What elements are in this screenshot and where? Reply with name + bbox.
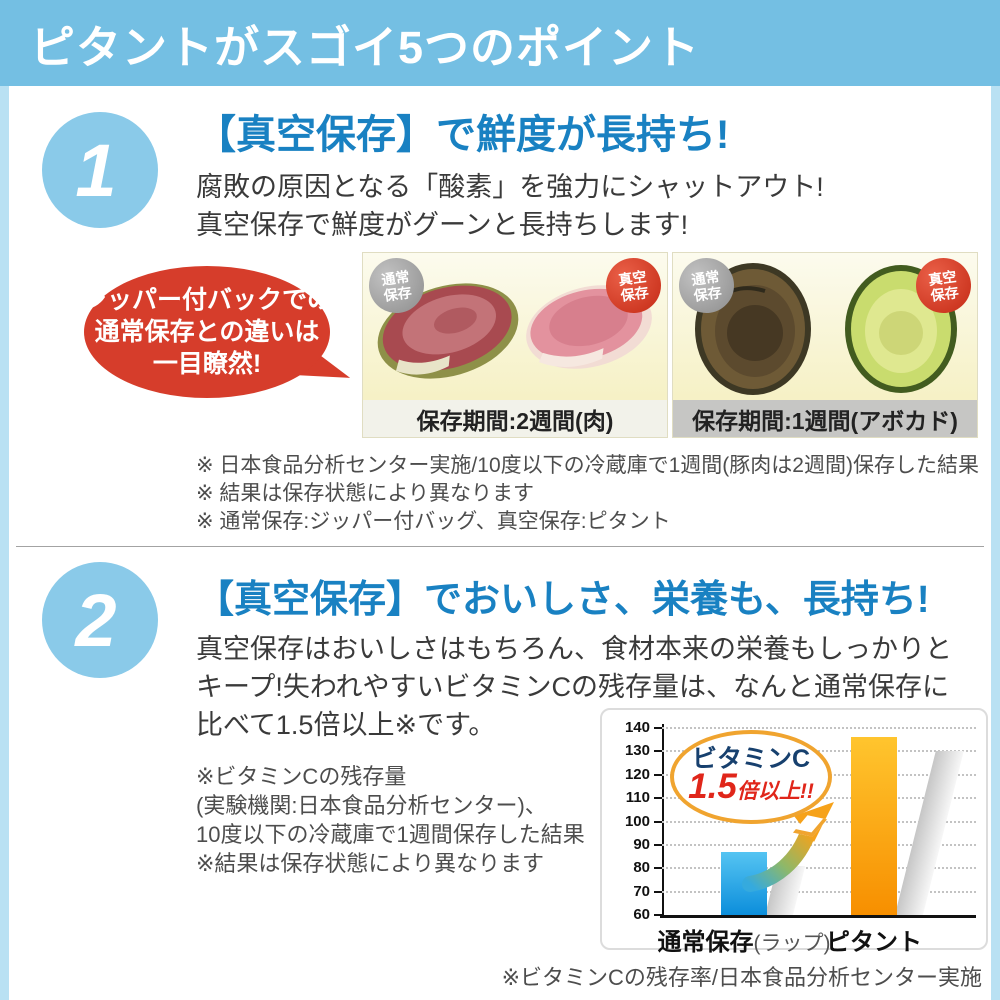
point2-body: 真空保存はおいしさはもちろん、食材本来の栄養もしっかりと キープ!失われやすいビ… [196, 630, 952, 744]
x-category-label: 通常保存(ラップ) [639, 922, 849, 957]
y-tick-mark [654, 773, 663, 776]
chart-footnote: ※ビタミンCの残存率/日本食品分析センター実施 [501, 965, 982, 990]
y-tick-label: 130 [624, 742, 650, 760]
y-tick-label: 120 [624, 765, 650, 783]
y-tick-mark [654, 820, 663, 823]
y-tick-mark [654, 890, 663, 893]
point2-number-badge: 2 [42, 562, 158, 678]
annotation-line1: ビタミンC [691, 744, 811, 773]
point1-body: 腐敗の原因となる「酸素」を強力にシャットアウト! 真空保存で鮮度がグーンと長持ち… [196, 168, 824, 244]
x-axis [660, 915, 976, 918]
y-tick-mark [654, 797, 663, 800]
x-category-label: ピタント [769, 922, 979, 957]
y-tick-label: 110 [625, 789, 650, 807]
point1-notes: ※ 日本食品分析センター実施/10度以下の冷蔵庫で1週間(豚肉は2週間)保存した… [196, 452, 979, 536]
gridline [662, 890, 976, 893]
annotation-line2: 1.5倍以上!! [688, 769, 814, 809]
y-tick-mark [654, 750, 663, 753]
gridline [662, 867, 976, 870]
point1-number-badge: 1 [42, 112, 158, 228]
header-banner: ピタントがスゴイ5つのポイント [0, 0, 1000, 86]
y-tick-label: 90 [633, 835, 650, 853]
meat-caption: 保存期間:2週間(肉) [363, 400, 667, 437]
note-line: ※ 日本食品分析センター実施/10度以下の冷蔵庫で1週間(豚肉は2週間)保存した… [196, 454, 979, 477]
y-tick-label: 100 [624, 812, 650, 830]
speech-bubble: ジッパー付バックでの 通常保存との違いは 一目瞭然! [82, 266, 333, 398]
point2-notes: ※ビタミンCの残存量 (実験機関:日本食品分析センター)、 10度以下の冷蔵庫で… [196, 762, 585, 878]
x-label-sub: (ラップ) [753, 932, 831, 955]
point2-body-line1: 真空保存はおいしさはもちろん、食材本来の栄養もしっかりと [196, 634, 952, 664]
bubble-line1: ジッパー付バックでの [82, 286, 333, 314]
y-tick-label: 60 [633, 906, 650, 923]
comparison-photo-avocado: 通常 保存 真空 保存 保存期間:1週間(アボカド) [672, 252, 978, 438]
chart-annotation-bubble: ビタミンC 1.5倍以上!! [670, 730, 832, 824]
gridline [662, 843, 976, 846]
y-tick-mark [654, 867, 663, 870]
y-tick-mark [654, 727, 663, 729]
point2-body-line3: 比べて1.5倍以上※です。 [196, 710, 496, 740]
y-tick-label: 140 [624, 719, 650, 736]
y-tick-label: 80 [633, 859, 650, 877]
point2-body-line2: キープ!失われやすいビタミンCの残存量は、なんと通常保存に [196, 672, 950, 702]
meat-illustration [377, 283, 652, 379]
note-line: ※ 通常保存:ジッパー付バッグ、真空保存:ピタント [196, 510, 671, 533]
y-tick-mark [654, 914, 663, 916]
vitamin-c-bar-chart: ビタミンC 1.5倍以上!! 60 70 80 90 100 110 120 130 140 通常… [600, 708, 988, 956]
y-tick-mark [654, 843, 663, 846]
y-tick-label: 70 [633, 882, 650, 900]
annotation-rest: 倍以上!! [736, 779, 814, 803]
bubble-line2: 通常保存との違いは [94, 318, 320, 346]
note-line: (実験機関:日本食品分析センター)、 [196, 793, 547, 818]
page-title: ピタントがスゴイ5つのポイント [30, 21, 701, 73]
note-line: ※ 結果は保存状態により異なります [196, 482, 535, 505]
note-line: ※ビタミンCの残存量 [196, 764, 407, 789]
point1-heading: 【真空保存】で鮮度が長持ち! [196, 113, 730, 157]
point2-heading: 【真空保存】でおいしさ、栄養も、長持ち! [196, 579, 930, 621]
x-label-main: 通常保存 [657, 929, 754, 956]
point1-body-line2: 真空保存で鮮度がグーンと長持ちします! [196, 210, 689, 240]
bar-pitant [851, 737, 897, 915]
bubble-line3: 一目瞭然! [152, 350, 262, 378]
gridline [662, 727, 976, 729]
left-edge-strip [0, 86, 9, 1000]
comparison-photo-meat: 通常 保存 真空 保存 保存期間:2週間(肉) [362, 252, 668, 438]
x-label-main: ピタント [826, 929, 922, 956]
annotation-big: 1.5 [688, 766, 737, 806]
section-divider [16, 546, 984, 547]
note-line: ※結果は保存状態により異なります [196, 851, 544, 876]
note-line: 10度以下の冷蔵庫で1週間保存した結果 [196, 822, 585, 847]
avocado-caption: 保存期間:1週間(アボカド) [673, 400, 977, 437]
avocado-illustration [695, 263, 957, 395]
point1-body-line1: 腐敗の原因となる「酸素」を強力にシャットアウト! [196, 172, 824, 202]
right-edge-strip [991, 86, 1000, 1000]
